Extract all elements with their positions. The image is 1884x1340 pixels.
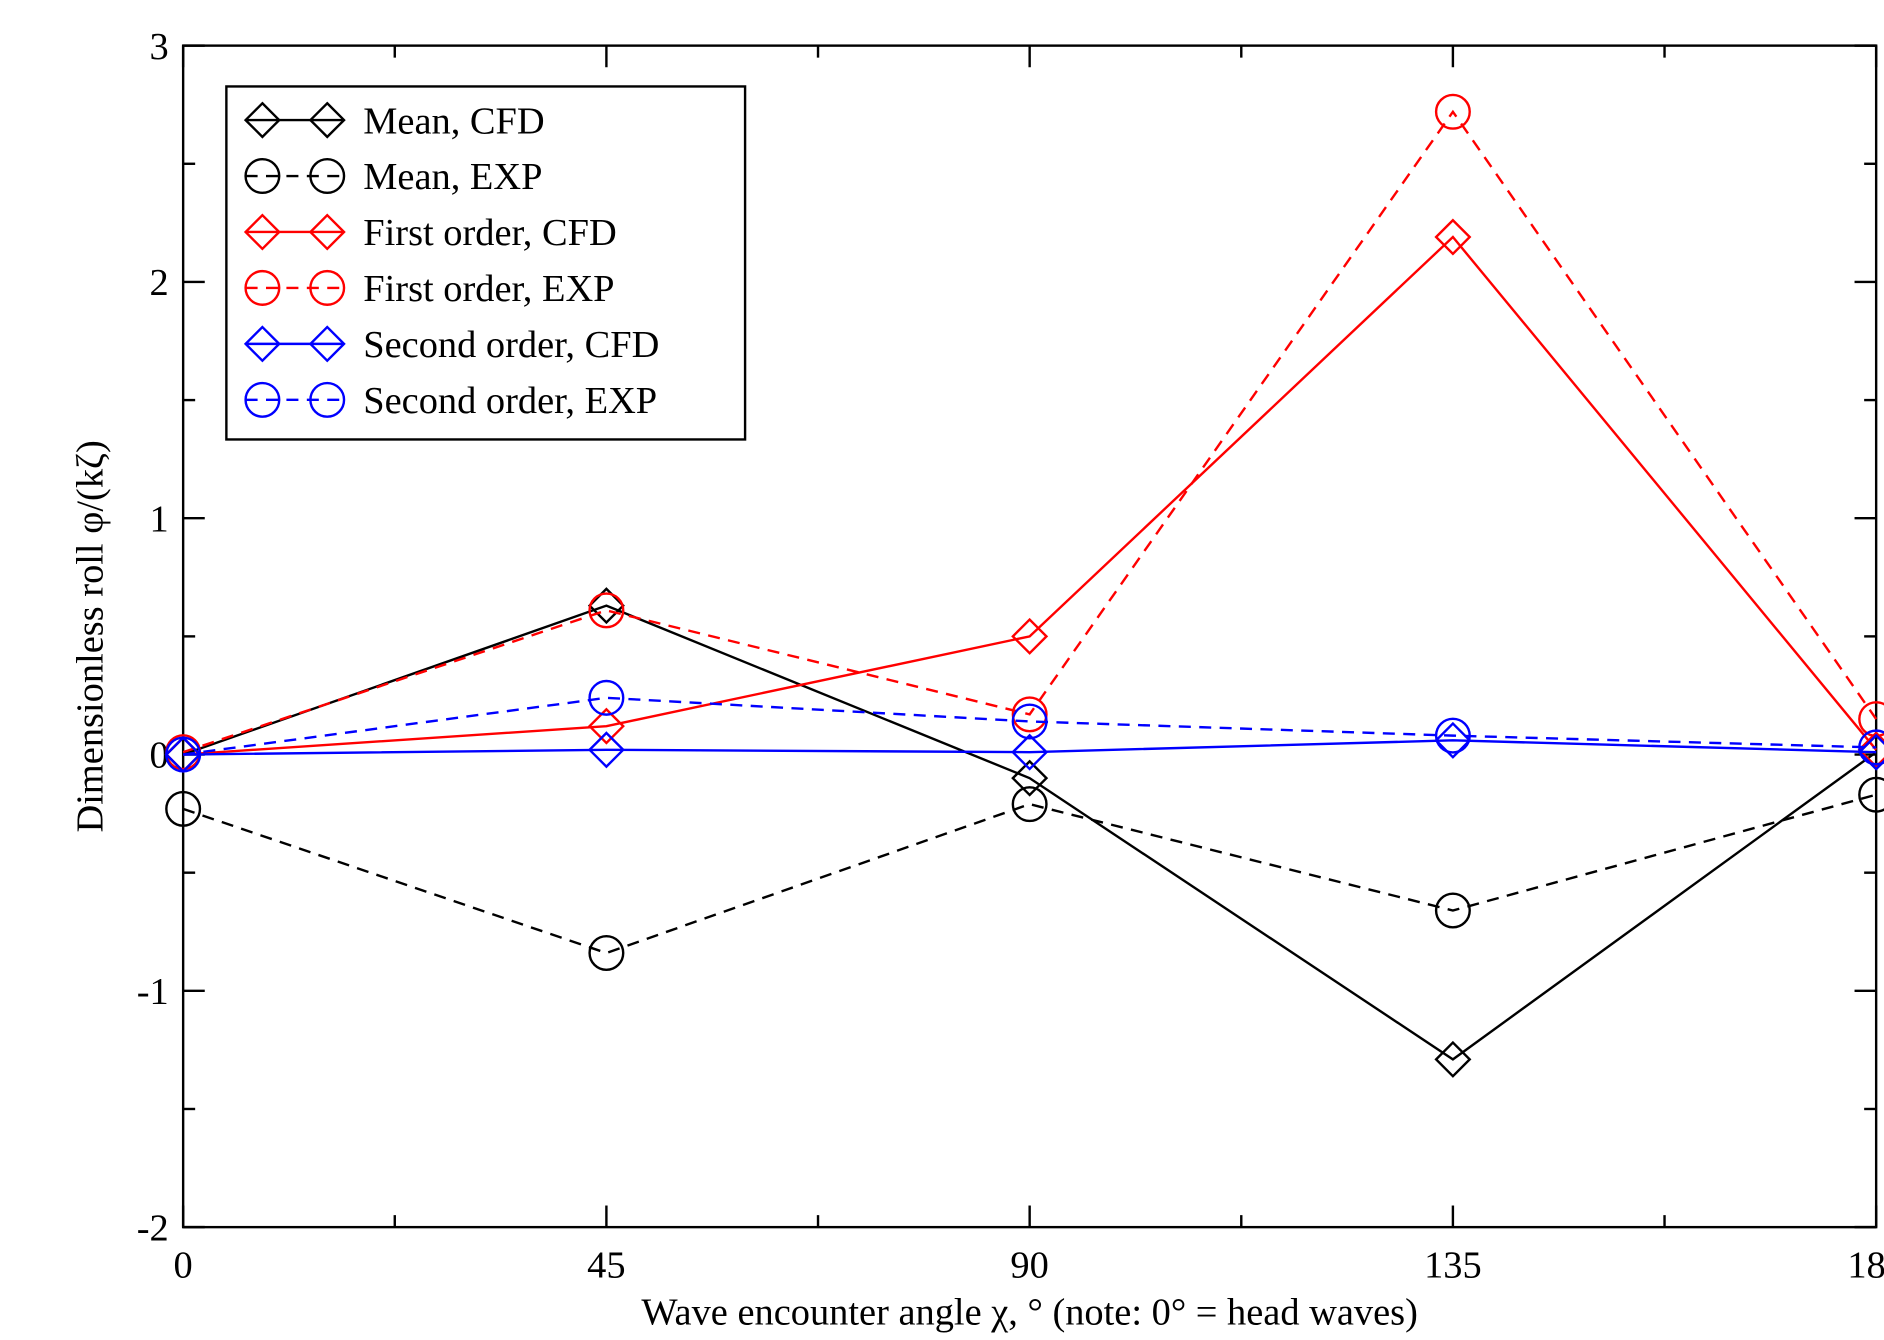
marker	[1011, 786, 1048, 823]
x-tick-label: 0	[174, 1245, 193, 1287]
y-tick-label: 2	[150, 262, 169, 304]
marker	[1434, 218, 1472, 256]
y-tick-label: -1	[137, 971, 169, 1013]
marker	[587, 587, 625, 625]
marker	[165, 790, 202, 827]
marker	[1011, 617, 1049, 655]
legend-label: First order, CFD	[363, 212, 616, 254]
marker	[587, 707, 625, 745]
y-tick-label: 3	[150, 26, 169, 68]
marker	[1434, 721, 1472, 759]
marker	[588, 592, 625, 629]
marker	[588, 935, 625, 972]
marker	[1434, 93, 1471, 130]
x-axis-label: Wave encounter angle χ, ° (note: 0° = he…	[641, 1291, 1418, 1333]
y-tick-label: 0	[150, 735, 169, 777]
marker	[1011, 696, 1048, 733]
legend: Mean, CFD Mean, EXP First order, CFD First …	[243, 100, 659, 422]
y-axis-label: Dimensionless roll φ/(kζ)	[70, 440, 112, 832]
marker	[1011, 759, 1049, 797]
series-line	[183, 235, 1878, 756]
marker	[308, 101, 346, 139]
marker	[1434, 892, 1471, 929]
marker	[244, 158, 281, 195]
legend-label: Second order, CFD	[363, 324, 659, 366]
marker	[243, 325, 281, 363]
marker	[244, 381, 281, 418]
series-line	[182, 793, 1877, 955]
series-line	[182, 696, 1877, 756]
plot-area: 0 45 90 135 180 -2 -1 0 1 2 3	[137, 26, 1884, 1287]
legend-label: Second order, EXP	[363, 380, 657, 422]
marker	[309, 381, 346, 418]
y-tick-label: 1	[150, 498, 169, 540]
marker	[1857, 731, 1884, 769]
series-line	[182, 109, 1878, 754]
marker	[587, 731, 625, 769]
legend-label: Mean, CFD	[363, 100, 544, 142]
legend-box	[225, 85, 747, 441]
legend-label: First order, EXP	[363, 268, 614, 310]
marker	[588, 679, 625, 716]
marker	[309, 158, 346, 195]
series-line	[182, 604, 1877, 1061]
marker	[1858, 776, 1884, 813]
marker	[1434, 1040, 1472, 1078]
marker	[308, 213, 346, 251]
marker	[1011, 703, 1048, 740]
marker	[165, 736, 202, 773]
x-tick-label: 45	[587, 1245, 625, 1287]
y-tick-label: -2	[137, 1207, 169, 1249]
x-tick-label: 135	[1424, 1245, 1482, 1287]
marker	[243, 101, 281, 139]
marker	[1011, 733, 1049, 771]
x-tick-label: 180	[1847, 1245, 1884, 1287]
x-tick-label: 90	[1010, 1245, 1048, 1287]
marker	[1857, 733, 1884, 771]
legend-label: Mean, EXP	[363, 156, 542, 198]
marker	[309, 269, 346, 306]
marker	[243, 213, 281, 251]
marker	[1434, 717, 1471, 754]
series-line	[183, 739, 1877, 756]
marker	[308, 325, 346, 363]
marker	[244, 269, 281, 306]
marker	[1858, 729, 1884, 766]
